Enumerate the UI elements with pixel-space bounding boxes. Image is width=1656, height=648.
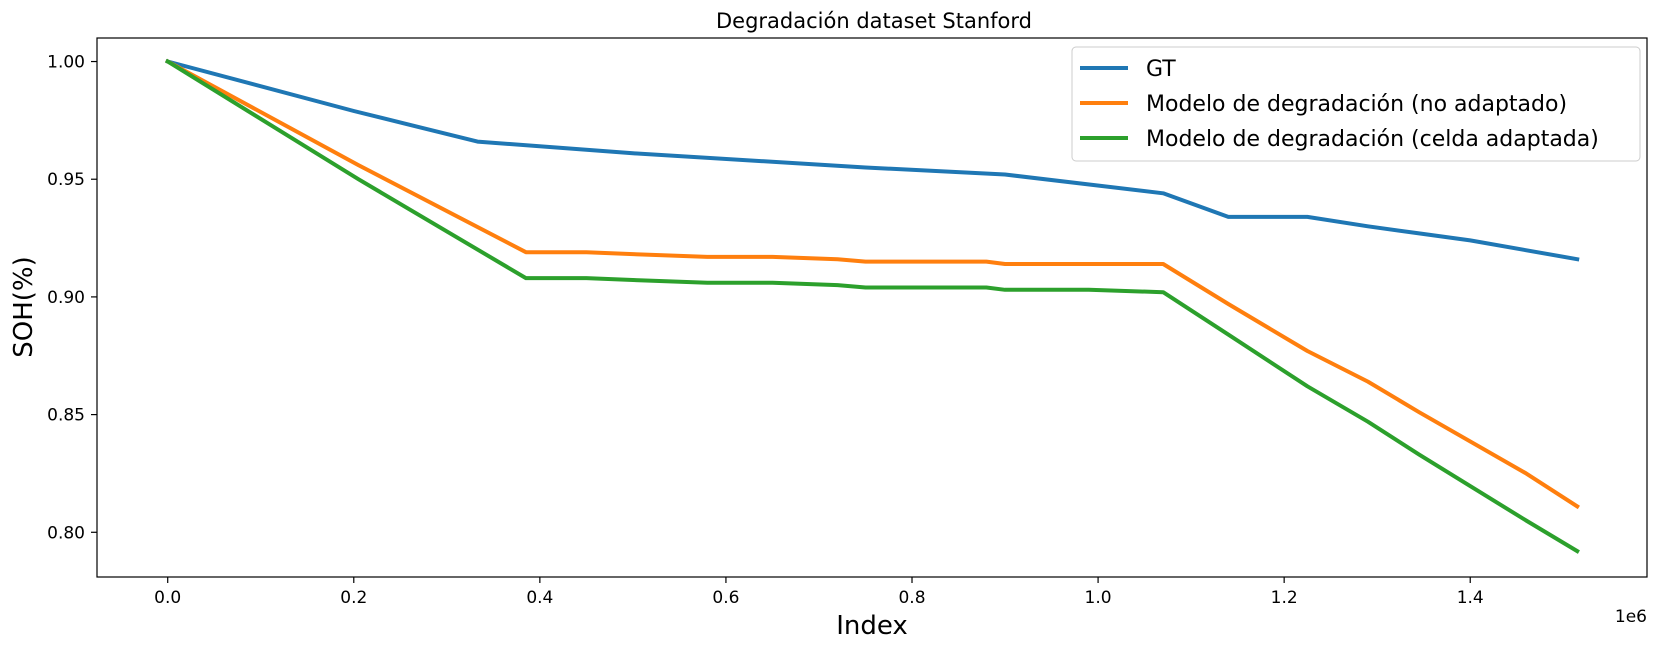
y-tick-label: 0.80 [47,523,85,543]
x-axis-label: Index [836,611,908,641]
y-axis-label: SOH(%) [9,256,39,358]
y-tick-label: 0.90 [47,288,85,308]
x-tick-label: 0.8 [898,588,925,608]
y-tick-label: 1.00 [47,53,85,73]
series-layer [164,58,1580,554]
y-tick-label: 0.85 [47,406,85,426]
plot-area [96,37,1648,578]
series-line-1 [164,58,1580,510]
x-tick-label: 0.2 [340,588,367,608]
x-axis: 0.0 0.2 0.4 0.6 0.8 1.0 1.2 1.4 [154,577,1484,608]
legend-label-1: Modelo de degradación (no adaptado) [1146,92,1567,117]
y-axis: 0.80 0.85 0.90 0.95 1.00 [47,53,97,543]
chart-title: Degradación dataset Stanford [716,9,1032,33]
legend-box [1071,46,1641,162]
x-tick-label: 0.4 [526,588,553,608]
y-tick-label: 0.95 [47,170,85,190]
x-tick-label: 0.0 [154,588,181,608]
x-tick-label: 1.2 [1271,588,1298,608]
series-line-0 [165,59,1580,262]
x-tick-label: 0.6 [712,588,739,608]
x-tick-label: 1.4 [1457,588,1484,608]
x-axis-offset-label: 1e6 [1615,607,1647,627]
legend: GT Modelo de degradación (no adaptado) Mod… [1071,46,1641,162]
x-tick-label: 1.0 [1085,588,1112,608]
series-line-2 [164,58,1580,554]
legend-label-0: GT [1146,57,1176,82]
legend-label-2: Modelo de degradación (celda adaptada) [1146,127,1599,152]
